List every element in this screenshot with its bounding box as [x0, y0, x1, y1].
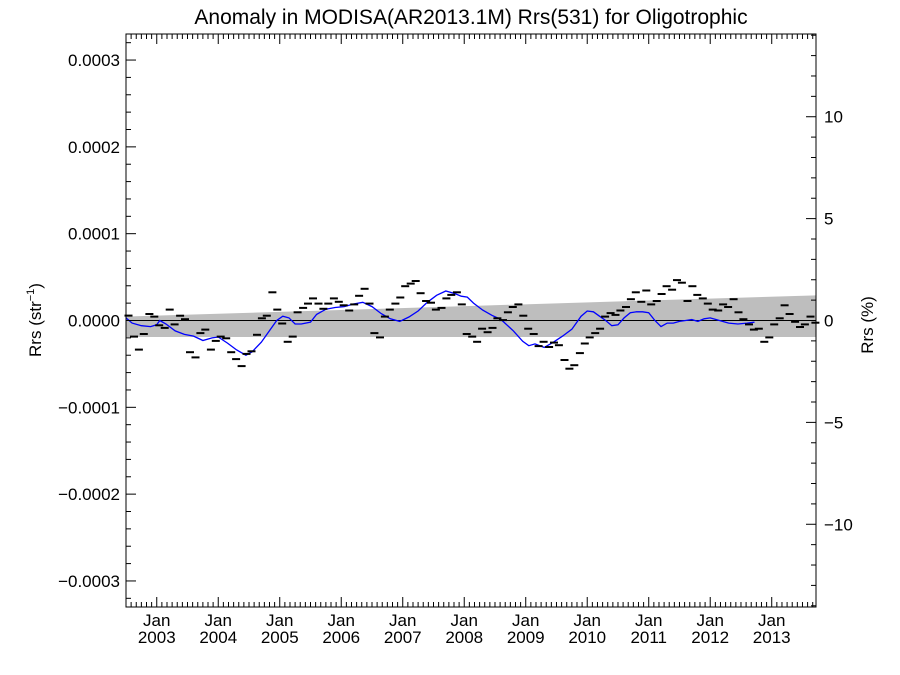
- uncertainty-band: [126, 295, 816, 337]
- x-tick-month-label: Jan: [574, 611, 601, 630]
- x-axis: Jan2003Jan2004Jan2005Jan2006Jan2007Jan20…: [125, 34, 814, 647]
- x-tick-month-label: Jan: [266, 611, 293, 630]
- smoothed-anomaly-line: [125, 290, 755, 356]
- uncertainty-band-layer: [126, 295, 816, 337]
- data-points-layer: [124, 279, 820, 370]
- y-left-tick-label: 0.0003: [68, 51, 120, 70]
- y-left-label-base: Rrs (str: [26, 301, 45, 357]
- x-tick-year-label: 2006: [322, 628, 360, 647]
- y-right-tick-label: 10: [824, 108, 843, 127]
- y-right-tick-label: 0: [824, 312, 833, 331]
- y-left-tick-label: 0.0001: [68, 225, 120, 244]
- y-left-tick-label: −0.0001: [58, 398, 120, 417]
- y-left-tick-label: 0.0000: [68, 312, 120, 331]
- x-tick-month-label: Jan: [205, 611, 232, 630]
- x-tick-month-label: Jan: [389, 611, 416, 630]
- x-tick-year-label: 2004: [199, 628, 237, 647]
- chart-title: Anomaly in MODISA(AR2013.1M) Rrs(531) fo…: [194, 6, 747, 29]
- x-tick-year-label: 2010: [568, 628, 606, 647]
- y-left-tick-label: −0.0003: [58, 572, 120, 591]
- y-left-tick-label: −0.0002: [58, 485, 120, 504]
- x-tick-year-label: 2003: [138, 628, 176, 647]
- x-tick-year-label: 2012: [691, 628, 729, 647]
- x-tick-month-label: Jan: [512, 611, 539, 630]
- y-axis-left-label: Rrs (str−1): [25, 283, 45, 357]
- x-tick-year-label: 2007: [384, 628, 422, 647]
- y-right-axis: 10 5 0 −5 −10: [806, 34, 853, 607]
- x-tick-year-label: 2013: [753, 628, 791, 647]
- x-tick-year-label: 2011: [630, 628, 667, 647]
- y-left-label-sup: −1: [25, 289, 37, 302]
- x-tick-month-label: Jan: [635, 611, 662, 630]
- y-right-tick-label: −10: [824, 515, 853, 534]
- x-tick-month-label: Jan: [143, 611, 170, 630]
- y-left-axis: 0.0003 0.0002 0.0001 0.0000 −0.0001 −0.0002 −0…: [58, 42, 136, 599]
- y-left-label-end: ): [26, 283, 45, 289]
- x-tick-year-label: 2009: [507, 628, 545, 647]
- y-axis-right-label: Rrs (%): [858, 296, 877, 354]
- smooth-line-layer: [125, 290, 755, 356]
- y-right-tick-label: −5: [824, 413, 843, 432]
- x-tick-month-label: Jan: [451, 611, 478, 630]
- x-tick-year-label: 2008: [445, 628, 483, 647]
- x-tick-month-label: Jan: [697, 611, 724, 630]
- y-left-tick-label: 0.0002: [68, 138, 120, 157]
- y-right-tick-label: 5: [824, 210, 833, 229]
- x-tick-month-label: Jan: [758, 611, 785, 630]
- x-tick-year-label: 2005: [261, 628, 299, 647]
- x-tick-month-label: Jan: [328, 611, 355, 630]
